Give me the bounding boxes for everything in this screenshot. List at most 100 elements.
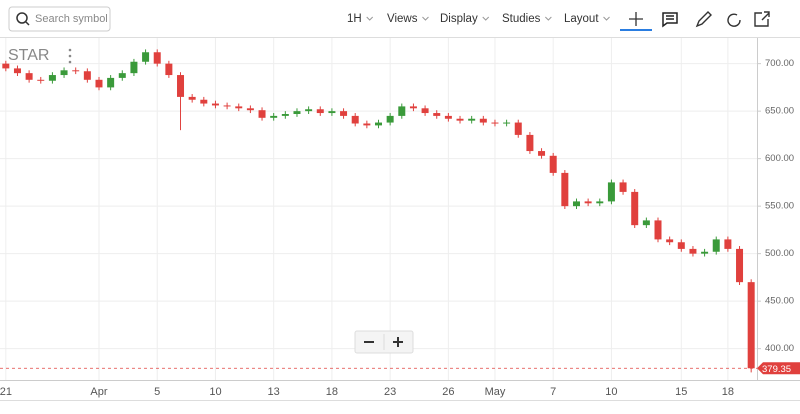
comment-tool[interactable] [662,12,678,28]
search-icon-handle [25,21,30,26]
dropdown-arrow [603,16,610,21]
draw-tool[interactable] [695,11,712,28]
candle-body [538,151,546,156]
candle-body [37,79,45,81]
candle-body [619,182,627,192]
candle-body [666,239,674,243]
candle-body [677,242,685,249]
candle-body [107,77,115,88]
candle-body [468,118,476,121]
candle-body [724,239,732,249]
y-tick-label: 450.00 [765,296,794,307]
candle-body [200,99,208,104]
popout-tool[interactable] [754,11,770,27]
y-tick-label: 600.00 [765,153,794,164]
candle-body [712,239,720,252]
candle-body [584,201,592,204]
candle-body [235,106,243,109]
toolbar-menu[interactable]: Views [387,13,418,25]
candle-body [409,106,417,109]
x-tick-label: 18 [722,386,734,398]
y-tick-label: 400.00 [765,343,794,354]
candle-body [398,106,406,116]
x-tick-label: May [485,386,506,398]
candle-body [444,115,452,119]
x-tick-label: 15 [675,386,687,398]
candle-body [503,122,511,124]
dropdown-arrow [482,16,490,21]
candle-body [351,115,359,124]
candle-body [747,282,755,369]
dropdown-arrow [422,16,429,21]
candle-body [246,108,254,111]
x-tick-label: 10 [605,386,617,398]
candle-body [701,251,709,254]
candle-body [642,220,650,226]
x-tick-label: 21 [0,386,12,398]
symbol-label: STAR [8,47,49,64]
last-price-tag [757,362,800,375]
candle-body [177,75,185,97]
candle-body [223,105,231,107]
dropdown-arrow [545,16,552,21]
candle-body [549,155,557,173]
candle-body [270,115,278,118]
candle-body [165,63,173,76]
y-tick-label: 650.00 [765,106,794,117]
candle-body [736,248,744,283]
candle-body [13,68,21,74]
candle-body [293,111,301,114]
candle-body [48,75,56,81]
y-tick-label: 500.00 [765,248,794,259]
candle-body [572,201,580,207]
candle-body [363,123,371,126]
x-tick-label: Apr [90,386,107,398]
candle-body [375,122,382,126]
candle-body [340,111,348,116]
candle-body [479,118,487,123]
candle-body [25,73,33,80]
search-icon [16,12,28,24]
crosshair-tool[interactable] [629,12,643,26]
candle-body [153,52,161,64]
x-tick-label: 13 [268,386,280,398]
x-tick-label: 5 [154,386,160,398]
plot [0,38,757,380]
search-box[interactable] [8,6,111,32]
candle-body [433,113,441,116]
x-tick-label: 18 [326,386,338,398]
x-tick-label: 10 [209,386,221,398]
candle-body [631,191,639,226]
toolbar-menu[interactable]: 1H [347,13,362,25]
candle-body [561,172,569,207]
toolbar-menu[interactable]: Studies [502,13,541,25]
candle-body [72,70,80,72]
toolbar-menu[interactable]: Layout [564,13,599,25]
x-tick-label: 26 [442,386,454,398]
candle-body [118,73,126,78]
symbol-menu[interactable] [68,48,72,64]
candle-body [281,114,289,116]
x-tick-label: 23 [384,386,396,398]
candle-body [421,108,429,114]
zoom-in[interactable] [393,337,403,347]
y-tick-label: 550.00 [765,201,794,212]
toolbar-menu[interactable]: Display [440,13,478,25]
candle-body [211,103,219,106]
reset-tool[interactable] [727,13,741,27]
candle-body [142,52,150,62]
x-tick-label: 7 [550,386,556,398]
search-placeholder: Search symbol [35,13,108,25]
candle-body [654,220,662,240]
candle-body [491,122,499,124]
candle-body [328,111,336,114]
candle-body [526,134,534,152]
candle-body [689,248,697,254]
candle-body [316,109,324,114]
candle-body [258,110,266,118]
candle-body [386,115,394,123]
candle-body [130,61,138,74]
candle-body [188,96,196,100]
toolbar: Search symbol 1H Views Display Studies Layou… [0,6,800,38]
